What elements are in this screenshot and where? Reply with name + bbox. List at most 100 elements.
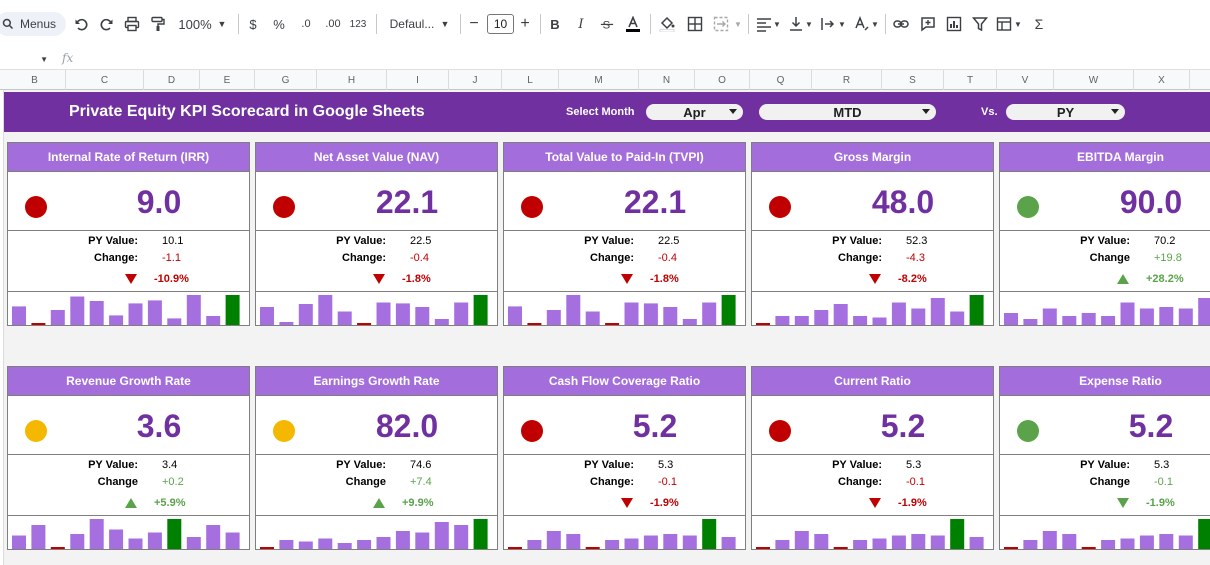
bold-button[interactable]: B [549,14,561,34]
column-header[interactable]: B [4,70,66,90]
sparkline-bar [566,534,581,549]
column-header[interactable]: V [997,70,1054,90]
column-header[interactable]: C [66,70,144,90]
sparkline-chart [1004,298,1210,325]
zoom-select[interactable]: 100% [178,14,212,34]
column-header[interactable]: L [502,70,559,90]
column-header[interactable]: S [882,70,944,90]
fx-icon: fx [62,51,74,65]
wrap-chevron-down-icon[interactable]: ▼ [838,19,846,29]
kpi-value: 90.0 [1119,184,1183,220]
column-header[interactable]: N [639,70,695,90]
change-value: -1.1 [162,252,181,264]
sparkline-bar [109,315,124,325]
column-header[interactable]: W [1054,70,1134,90]
insert-comment-icon[interactable] [920,14,936,34]
insert-link-icon[interactable] [893,14,909,34]
decrease-decimal-label: .0 [301,18,311,30]
sparkline-bar [50,310,65,325]
kpi-card-title: Net Asset Value (NAV) [256,143,497,172]
column-header[interactable]: O [695,70,750,90]
menus-button[interactable]: Menus [0,12,66,36]
filter-views-chevron-down-icon[interactable]: ▼ [1014,19,1022,29]
column-header[interactable]: M [559,70,639,90]
text-color-icon[interactable] [625,14,641,34]
sparkline-bar [756,547,770,549]
name-box[interactable]: ▼ [0,51,48,67]
trend-up-icon [1117,274,1129,284]
vertical-align-icon[interactable] [788,14,804,34]
column-header[interactable]: E [200,70,255,90]
strikethrough-icon[interactable]: S [600,14,614,34]
currency-button[interactable]: $ [246,14,260,34]
decrease-decimal-button[interactable]: .0 [296,14,316,34]
column-header[interactable]: J [449,70,502,90]
undo-icon[interactable] [74,14,90,34]
text-rotation-icon[interactable] [853,14,869,34]
column-header[interactable]: X [1134,70,1190,90]
italic-label: I [578,16,584,32]
sparkline-bar [872,317,887,325]
font-size-decrease-icon[interactable]: − [469,15,479,32]
align-chevron-down-icon[interactable]: ▼ [773,19,781,29]
kpi-card-title: Total Value to Paid-In (TVPI) [504,143,745,172]
sparkline-chart [508,519,736,549]
column-header[interactable]: H [317,70,387,90]
divider [8,230,249,231]
period-dropdown[interactable]: MTD [759,104,936,120]
column-header[interactable]: Q [750,70,812,90]
sparkline-bar [454,525,469,549]
rotation-chevron-down-icon[interactable]: ▼ [871,19,879,29]
percent-button[interactable]: % [272,14,286,34]
sparkline-bar [1004,547,1018,549]
font-family-select[interactable]: Defaul... [386,14,438,34]
font-chevron-down-icon[interactable]: ▼ [440,19,450,29]
merge-cells-icon[interactable] [713,14,729,34]
sparkline-bar [950,519,965,549]
paint-format-icon[interactable] [150,14,166,34]
zoom-chevron-down-icon[interactable]: ▼ [217,19,227,29]
sheet-area: Private Equity KPI Scorecard in Google S… [0,90,1210,565]
sparkline-chart [1004,519,1210,549]
trend-down-icon [1117,498,1129,508]
column-header[interactable]: R [812,70,882,90]
sparkline-bar [721,537,736,549]
column-header[interactable]: D [144,70,200,90]
functions-button[interactable]: Σ [1032,14,1046,34]
column-header[interactable]: I [387,70,449,90]
sparkline-bar [206,316,221,325]
valign-chevron-down-icon[interactable]: ▼ [805,19,813,29]
sparkline-bar [911,308,926,325]
merge-chevron-down-icon[interactable]: ▼ [734,19,742,29]
py-value: 22.5 [410,235,432,247]
sparkline-bar [225,532,240,549]
print-icon[interactable] [124,14,140,34]
py-value-label: PY Value: [832,235,882,247]
fill-color-icon[interactable] [659,14,675,34]
text-wrap-icon[interactable] [820,14,836,34]
redo-icon[interactable] [98,14,114,34]
column-header[interactable]: T [944,70,997,90]
status-indicator-icon [521,196,543,218]
month-dropdown[interactable]: Apr [646,104,743,120]
sparkline-bar [930,298,945,325]
number-format-button[interactable]: 123 [348,14,368,34]
kpi-card-title: Cash Flow Coverage Ratio [504,367,745,396]
font-size-input[interactable]: 10 [487,14,514,34]
insert-chart-icon[interactable] [946,14,962,34]
filter-icon[interactable] [972,14,988,34]
sparkline-bar [1139,535,1154,549]
sparkline-bar [527,540,542,549]
borders-icon[interactable] [687,14,703,34]
toolbar-divider [376,14,377,34]
sparkline-bar [357,323,372,325]
increase-decimal-button[interactable]: .00 [322,14,344,34]
column-header[interactable]: G [255,70,317,90]
filter-views-icon[interactable] [996,14,1012,34]
font-size-increase-icon[interactable]: + [520,15,530,32]
horizontal-align-icon[interactable] [756,14,772,34]
py-value: 5.3 [1154,459,1170,471]
compare-dropdown[interactable]: PY [1006,104,1125,120]
italic-button[interactable]: I [575,14,587,34]
sparkline-bar [508,306,522,325]
